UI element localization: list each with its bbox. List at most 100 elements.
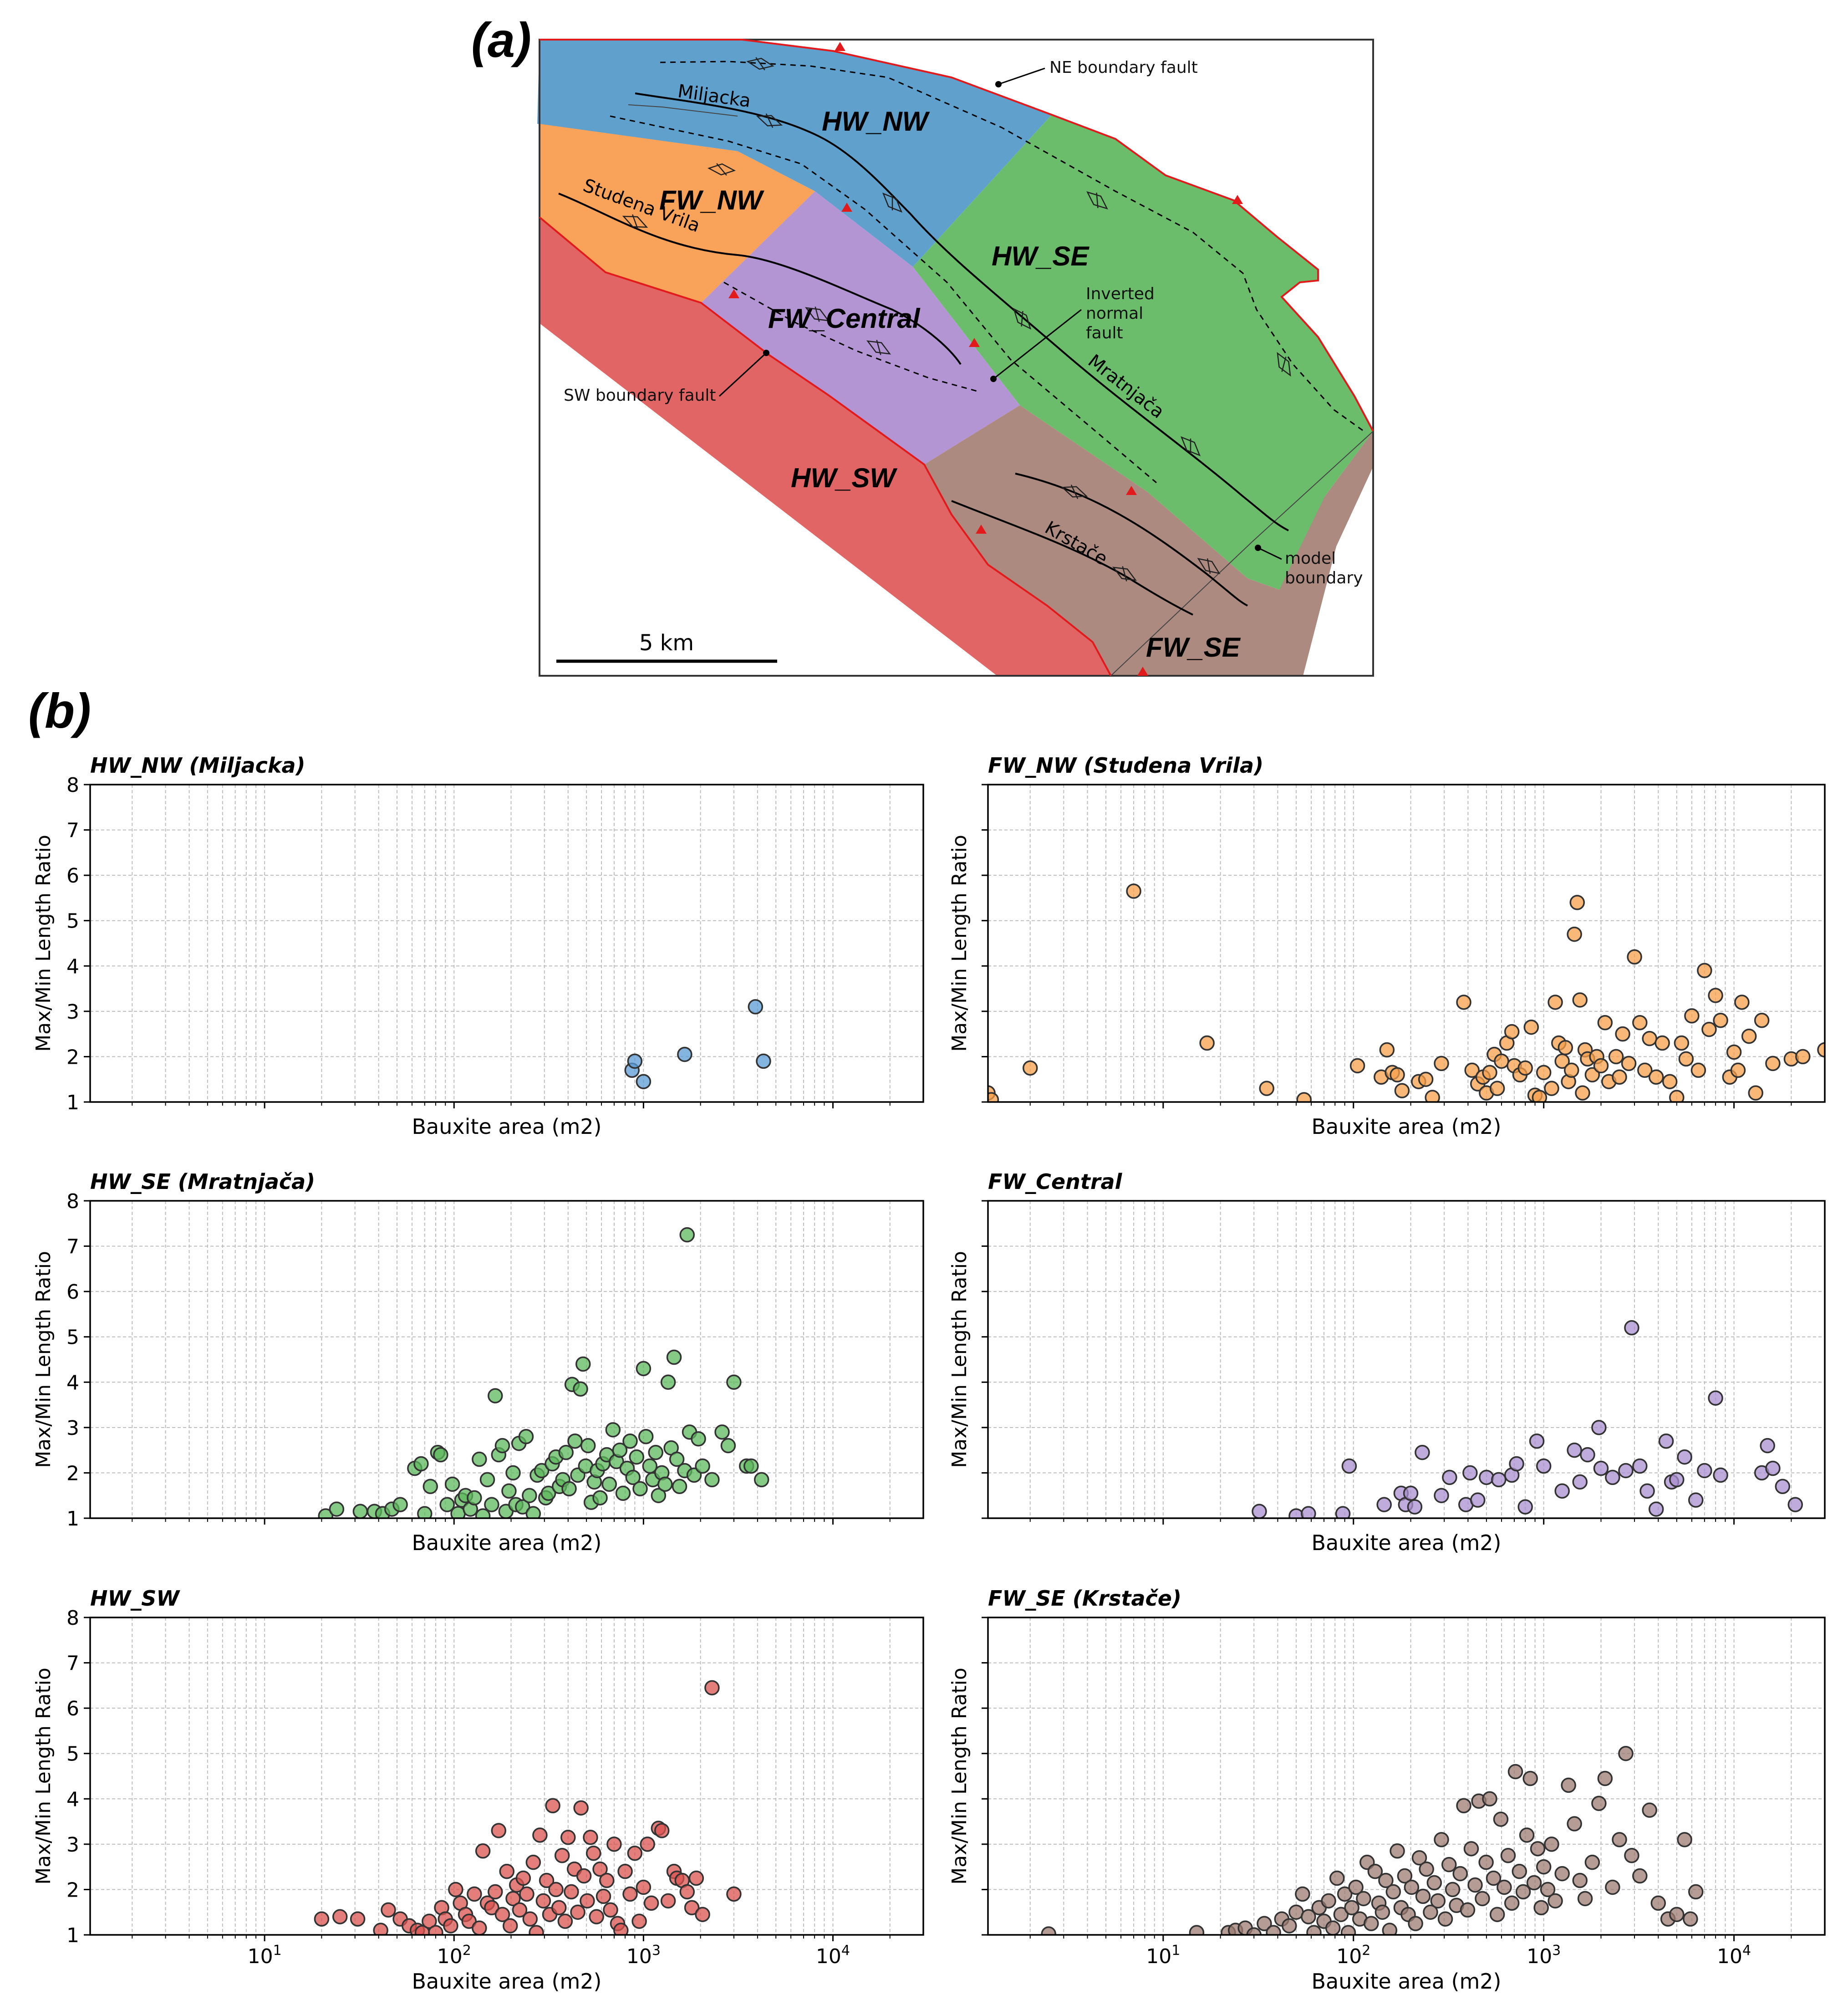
data-point	[1533, 1900, 1549, 1916]
data-point	[1385, 1884, 1401, 1900]
data-point	[488, 1388, 503, 1403]
fault-tooth	[1137, 667, 1148, 676]
data-point	[743, 1458, 759, 1474]
data-point	[540, 1485, 556, 1501]
data-point	[726, 1886, 742, 1902]
y-tick-label: 8	[66, 774, 79, 797]
x-tick-label: 101	[1146, 1943, 1180, 1968]
data-point	[601, 1476, 617, 1492]
data-point	[1259, 1081, 1274, 1096]
data-point	[1486, 1870, 1502, 1886]
data-point	[1684, 1008, 1700, 1024]
data-point	[561, 1481, 577, 1497]
data-point	[988, 1092, 999, 1102]
data-point	[1637, 1062, 1653, 1078]
data-point	[314, 1911, 330, 1927]
data-point	[502, 1918, 518, 1934]
data-point	[1404, 1879, 1420, 1895]
y-tick-label: 7	[66, 1235, 79, 1259]
data-point	[1563, 1062, 1579, 1078]
data-point	[1523, 1019, 1539, 1035]
data-point	[1462, 1465, 1478, 1481]
data-point	[1669, 1907, 1685, 1922]
data-point	[392, 1497, 408, 1512]
data-point	[660, 1374, 676, 1390]
data-point	[417, 1506, 433, 1518]
data-point	[422, 1913, 437, 1929]
data-point	[534, 1463, 550, 1479]
data-point	[677, 1046, 692, 1062]
data-point	[350, 1911, 366, 1927]
scatter-chart: 1 2 3 4 5 6 7 8 HW_SE (Mratnjača) Bauxite area (m…	[32, 1169, 924, 1555]
data-point	[622, 1886, 638, 1902]
data-point	[643, 1895, 659, 1911]
data-point	[1445, 1882, 1461, 1898]
data-point	[433, 1447, 448, 1463]
data-point	[599, 1872, 615, 1888]
region-label-fw-nw: FW_NW	[659, 185, 764, 215]
data-point	[551, 1900, 567, 1916]
data-point	[1627, 949, 1642, 965]
data-point	[589, 1909, 604, 1924]
data-point	[1349, 1058, 1365, 1074]
data-point	[632, 1481, 648, 1497]
data-point	[539, 1872, 555, 1888]
data-point	[638, 1429, 654, 1444]
data-point	[625, 1469, 641, 1485]
data-point	[567, 1433, 583, 1449]
annotation-inverted-line-2: normal	[1086, 304, 1143, 323]
data-point	[1425, 1090, 1440, 1102]
x-tick-label: 103	[626, 1943, 661, 1968]
data-point	[636, 1879, 652, 1895]
data-point	[522, 1911, 538, 1927]
y-tick-label: 8	[66, 1190, 79, 1213]
data-point	[467, 1886, 482, 1902]
model-boundary-se	[1110, 431, 1374, 676]
data-point	[726, 1374, 742, 1390]
data-point	[1415, 1888, 1431, 1904]
data-point	[1532, 1090, 1548, 1102]
y-tick-label: 6	[66, 864, 79, 888]
data-point	[1378, 1872, 1394, 1888]
leader-model-boundary	[1257, 547, 1282, 560]
data-point	[1669, 1090, 1685, 1102]
data-point	[627, 1846, 643, 1861]
data-point	[1419, 1861, 1434, 1877]
data-point	[714, 1424, 730, 1440]
data-point	[1434, 1056, 1449, 1071]
data-point	[1189, 1925, 1205, 1935]
y-axis-label: Max/Min Length Ratio	[32, 1668, 55, 1885]
data-point	[1325, 1920, 1341, 1935]
data-point	[1517, 1499, 1533, 1515]
annotation-inverted-normal-fault: Inverted normal fault	[1086, 285, 1160, 342]
x-axis-label: Bauxite area (m2)	[1311, 1114, 1501, 1139]
plot-frame	[89, 784, 924, 1103]
data-point	[576, 1868, 592, 1884]
data-point	[1442, 1469, 1457, 1485]
annotation-model-line-2: boundary	[1285, 569, 1363, 587]
data-point	[557, 1913, 573, 1929]
data-point	[704, 1472, 720, 1488]
data-point	[439, 1497, 455, 1512]
data-point	[1701, 1021, 1717, 1037]
region-labels: HW_NW FW_NW HW_SE FW_Central HW_SW FW_SE	[659, 106, 1241, 663]
data-point	[1126, 883, 1141, 899]
annotation-inverted-line-3: fault	[1086, 324, 1123, 342]
data-point	[1509, 1456, 1524, 1472]
data-point	[1648, 1501, 1664, 1517]
y-tick-label: 3	[66, 1417, 79, 1440]
data-point	[529, 1925, 544, 1935]
plot-frame	[89, 1200, 924, 1519]
region-fw-central	[701, 191, 1020, 464]
data-point	[525, 1506, 541, 1518]
chart-title: FW_Central	[988, 1169, 1123, 1194]
data-point	[1467, 1877, 1483, 1893]
fold-symbol	[1180, 436, 1201, 457]
data-point	[1572, 1474, 1588, 1490]
y-axis-label: Max/Min Length Ratio	[948, 1668, 971, 1885]
data-point	[1478, 1854, 1494, 1870]
data-point	[1482, 1065, 1497, 1081]
data-point	[1489, 1081, 1505, 1096]
fold-axis-krstace-upper	[1015, 473, 1248, 607]
data-point	[627, 1053, 643, 1069]
